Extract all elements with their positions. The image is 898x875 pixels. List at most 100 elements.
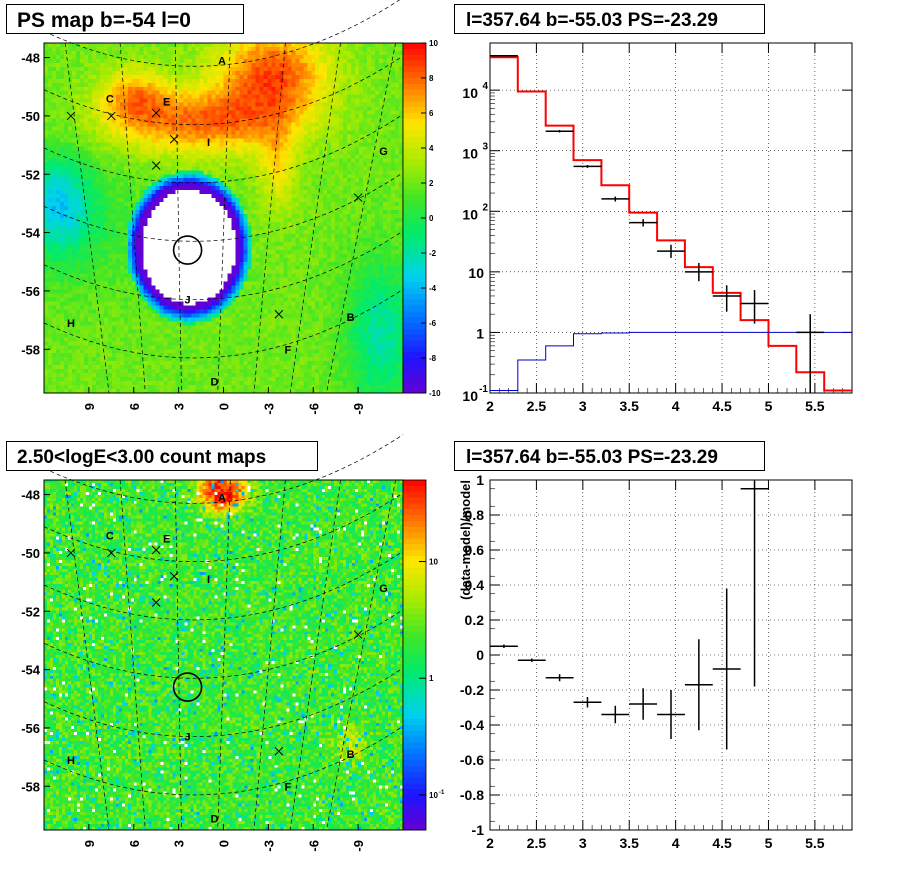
x-tick-label: 4.5: [712, 835, 732, 851]
source-label-B: B: [347, 749, 355, 761]
colorbar-tick-label: 0: [429, 214, 434, 223]
colorbar-tick-label: -6: [429, 319, 437, 328]
x-tick-label: 2.5: [527, 398, 547, 414]
title-spectrum: l=357.64 b=-55.03 PS=-23.29: [454, 4, 765, 34]
colorbar-band: [403, 632, 426, 638]
source-label-E: E: [163, 533, 170, 545]
colorbar-band: [403, 84, 426, 90]
colorbar-band: [403, 160, 426, 166]
colorbar-band: [403, 748, 426, 754]
y-tick-label: 1: [476, 325, 484, 341]
colorbar-band: [403, 591, 426, 597]
plot-panel-br: [490, 480, 852, 830]
y-tick-label: -0.2: [460, 682, 484, 698]
x-tick-label: 4: [672, 398, 680, 414]
colorbar-tick-label: 1: [429, 674, 434, 683]
colorbar-band: [403, 608, 426, 614]
colorbar-tick-label: 10: [429, 791, 438, 800]
colorbar-band: [403, 358, 426, 364]
x-tick-label: -6: [306, 403, 321, 415]
colorbar-band: [403, 550, 426, 556]
colorbar-band: [403, 311, 426, 317]
source-label-A: A: [218, 56, 226, 68]
y-tick-label: -54: [21, 226, 41, 241]
colorbar-band: [403, 142, 426, 148]
colorbar-tick-label: 6: [429, 109, 434, 118]
y-tick-label: -54: [21, 663, 41, 678]
colorbar-band: [403, 772, 426, 778]
colorbar-band: [403, 573, 426, 579]
y-tick-label: -58: [21, 342, 40, 357]
colorbar-band: [403, 661, 426, 667]
colorbar-band: [403, 224, 426, 230]
y-tick-label: 1: [476, 472, 484, 488]
colorbar-band: [403, 370, 426, 376]
colorbar-band: [403, 282, 426, 288]
colorbar-band: [403, 783, 426, 789]
colorbar-band: [403, 230, 426, 236]
colorbar-band: [403, 341, 426, 347]
colorbar-band: [403, 376, 426, 382]
x-tick-label: 5.5: [805, 398, 825, 414]
colorbar-band: [403, 743, 426, 749]
colorbar-band: [403, 387, 426, 393]
source-label-F: F: [284, 344, 291, 356]
colorbar-band: [403, 708, 426, 714]
colorbar-band: [403, 90, 426, 96]
map-layers: [44, 0, 426, 830]
y-axis-label: (data-model)/model: [458, 480, 473, 600]
source-label-G: G: [379, 146, 388, 158]
colorbar-band: [403, 300, 426, 306]
colorbar-band: [403, 131, 426, 137]
colorbar-tick-exp: -1: [439, 790, 445, 796]
colorbar-band: [403, 725, 426, 731]
colorbar-band: [403, 731, 426, 737]
colorbar-band: [403, 206, 426, 212]
colorbar-band: [403, 690, 426, 696]
source-label-I: I: [207, 574, 210, 586]
colorbar-band: [403, 538, 426, 544]
y-tick-label: 0.2: [465, 612, 485, 628]
colorbar-band: [403, 66, 426, 72]
colorbar-band: [403, 101, 426, 107]
colorbar-band: [403, 515, 426, 521]
colorbar-band: [403, 713, 426, 719]
source-label-B: B: [347, 312, 355, 324]
x-tick-label: -3: [261, 403, 276, 415]
x-tick-label: -9: [351, 403, 366, 415]
colorbar-band: [403, 183, 426, 189]
colorbar-tick-label: 8: [429, 74, 434, 83]
x-tick-label: 2.5: [527, 835, 547, 851]
y-tick-label: -50: [21, 546, 40, 561]
colorbar-band: [403, 154, 426, 160]
colorbar-band: [403, 503, 426, 509]
map-panel-bl: [44, 435, 426, 831]
colorbar-band: [403, 801, 426, 807]
colorbar-band: [403, 737, 426, 743]
y-tick-label: -56: [21, 721, 40, 736]
source-label-C: C: [106, 530, 114, 542]
colorbar-band: [403, 585, 426, 591]
colorbar-band: [403, 119, 426, 125]
colorbar-band: [403, 533, 426, 539]
x-tick-label: 9: [82, 840, 97, 847]
colorbar-band: [403, 189, 426, 195]
colorbar-tick-label: 10: [429, 558, 438, 567]
colorbar-band: [403, 766, 426, 772]
colorbar-band: [403, 818, 426, 824]
y-tick-exp: -1: [479, 384, 488, 395]
colorbar-band: [403, 335, 426, 341]
colorbar-band: [403, 778, 426, 784]
x-tick-label: 3: [172, 403, 187, 410]
colorbar-tick-label: 10: [429, 39, 438, 48]
title-residuals: l=357.64 b=-55.03 PS=-23.29: [454, 441, 765, 471]
colorbar-band: [403, 346, 426, 352]
colorbar-band: [403, 486, 426, 492]
colorbar-band: [403, 247, 426, 253]
colorbar-tick-label: -4: [429, 284, 437, 293]
x-tick-label: 3: [579, 398, 587, 414]
colorbar-band: [403, 544, 426, 550]
y-tick-exp: 4: [482, 81, 488, 92]
colorbar-band: [403, 521, 426, 527]
colorbar-band: [403, 166, 426, 172]
